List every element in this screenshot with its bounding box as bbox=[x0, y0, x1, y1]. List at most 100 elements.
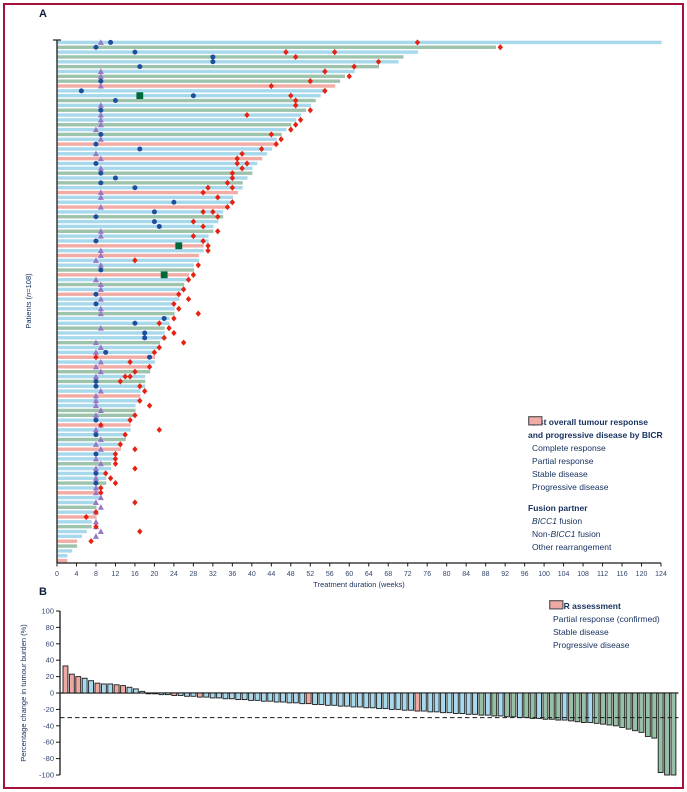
waterfall-bar bbox=[523, 692, 530, 719]
partial-response-marker bbox=[93, 291, 99, 297]
waterfall-bar bbox=[542, 692, 549, 720]
waterfall-bar bbox=[516, 692, 523, 719]
panel-a-x-tick-label: 104 bbox=[558, 571, 570, 578]
stable-disease-marker bbox=[97, 121, 104, 128]
progressive-disease-marker bbox=[322, 87, 328, 94]
progressive-disease-marker bbox=[331, 49, 338, 56]
waterfall-bar bbox=[401, 692, 408, 711]
panel-a-x-tick-label: 124 bbox=[655, 571, 667, 578]
patient-bar bbox=[57, 45, 496, 49]
patient-bar bbox=[57, 524, 92, 529]
waterfall-bar bbox=[548, 692, 555, 720]
panel-a-x-tick-label: 12 bbox=[112, 571, 120, 578]
progressive-disease-marker bbox=[497, 44, 503, 51]
waterfall-bar bbox=[504, 692, 510, 718]
progressive-disease-marker bbox=[205, 242, 211, 249]
patient-bar bbox=[57, 340, 160, 345]
patient-bar bbox=[57, 98, 316, 103]
legend-item-bicr-1-label: Stable disease bbox=[553, 627, 609, 637]
stable-disease-marker bbox=[97, 504, 104, 510]
partial-response-marker bbox=[190, 93, 196, 99]
progressive-disease-marker bbox=[307, 78, 313, 85]
progressive-disease-marker bbox=[98, 421, 104, 429]
waterfall-bar bbox=[177, 692, 184, 696]
patient-bar bbox=[57, 64, 380, 69]
panel-a-x-tick-label: 80 bbox=[443, 571, 451, 578]
patient-bar bbox=[57, 176, 248, 180]
panel-a-x-axis-title: Treatment duration (weeks) bbox=[313, 580, 405, 589]
patient-bar bbox=[57, 268, 194, 272]
progressive-disease-marker bbox=[146, 363, 153, 370]
panel-b-y-tick-label: -20 bbox=[43, 705, 54, 714]
panel-a-x-tick-label: 100 bbox=[538, 571, 550, 578]
waterfall-bar bbox=[561, 692, 568, 721]
progressive-disease-marker bbox=[283, 49, 289, 56]
progressive-disease-marker bbox=[127, 417, 133, 424]
patient-bar bbox=[57, 331, 165, 335]
waterfall-bar bbox=[260, 692, 267, 702]
partial-response-marker bbox=[93, 432, 99, 438]
progressive-disease-marker bbox=[273, 141, 279, 148]
waterfall-bar bbox=[81, 677, 88, 694]
response-legend-title-line1: Best overall tumour response bbox=[528, 417, 648, 427]
patient-bar bbox=[57, 244, 204, 248]
patient-bar bbox=[57, 171, 253, 175]
waterfall-bar bbox=[459, 692, 466, 714]
waterfall-bar bbox=[318, 692, 325, 705]
waterfall-bar bbox=[273, 692, 280, 703]
progressive-disease-marker bbox=[180, 339, 187, 346]
progressive-disease-marker bbox=[229, 170, 236, 177]
patient-bar bbox=[57, 486, 102, 490]
fusion-legend-items: BICC1 fusion Non-BICC1 fusion Other rearra… bbox=[528, 416, 663, 554]
progressive-disease-marker bbox=[292, 121, 299, 128]
progressive-disease-marker bbox=[229, 184, 236, 191]
progressive-disease-marker bbox=[375, 58, 382, 65]
partial-response-marker bbox=[112, 98, 118, 104]
panel-a-x-tick-label: 88 bbox=[482, 571, 490, 578]
progressive-disease-marker bbox=[288, 92, 294, 99]
partial-response-marker bbox=[93, 451, 99, 457]
progressive-disease-marker bbox=[268, 82, 275, 90]
patient-bar bbox=[57, 103, 311, 108]
waterfall-bar bbox=[612, 692, 619, 727]
stable-disease-marker bbox=[97, 305, 104, 312]
stable-disease-marker bbox=[97, 310, 104, 317]
waterfall-bar bbox=[292, 692, 299, 704]
partial-response-marker bbox=[210, 54, 216, 60]
partial-response-marker bbox=[142, 335, 148, 341]
waterfall-bar bbox=[363, 692, 370, 709]
patient-bar bbox=[57, 185, 243, 190]
progressive-disease-marker bbox=[239, 165, 245, 172]
waterfall-bar bbox=[241, 692, 248, 701]
progressive-disease-marker bbox=[176, 305, 182, 312]
stable-disease-marker bbox=[92, 339, 99, 346]
panel-a-x-tick-label: 32 bbox=[209, 571, 217, 578]
progressive-disease-marker bbox=[112, 455, 119, 462]
progressive-disease-marker bbox=[137, 383, 143, 390]
partial-response-marker bbox=[161, 315, 167, 321]
progressive-disease-marker bbox=[132, 465, 138, 472]
stable-disease-marker bbox=[97, 203, 104, 210]
patient-bar bbox=[57, 152, 268, 156]
partial-response-marker bbox=[98, 131, 104, 137]
partial-response-marker bbox=[93, 141, 99, 147]
legend-item-fusion-2-label: Other rearrangement bbox=[532, 542, 612, 552]
fusion-swatch-icon bbox=[528, 416, 543, 426]
stable-disease-marker bbox=[92, 455, 99, 462]
progressive-disease-marker bbox=[234, 155, 240, 162]
patient-bar bbox=[57, 156, 263, 161]
patient-bar bbox=[57, 263, 194, 267]
waterfall-bar bbox=[209, 692, 216, 699]
partial-response-marker bbox=[93, 383, 99, 389]
patient-bar bbox=[57, 132, 282, 137]
progressive-disease-marker bbox=[210, 208, 216, 216]
progressive-disease-marker bbox=[215, 213, 221, 220]
partial-response-marker bbox=[147, 354, 153, 360]
legend-item-bicr-2-label: Progressive disease bbox=[553, 640, 630, 650]
stable-disease-marker bbox=[92, 397, 99, 404]
panel-a-x-tick-label: 48 bbox=[287, 571, 295, 578]
progressive-disease-marker bbox=[229, 199, 236, 206]
partial-response-marker bbox=[132, 320, 138, 326]
waterfall-bar bbox=[657, 692, 664, 773]
stable-disease-marker bbox=[97, 324, 104, 331]
